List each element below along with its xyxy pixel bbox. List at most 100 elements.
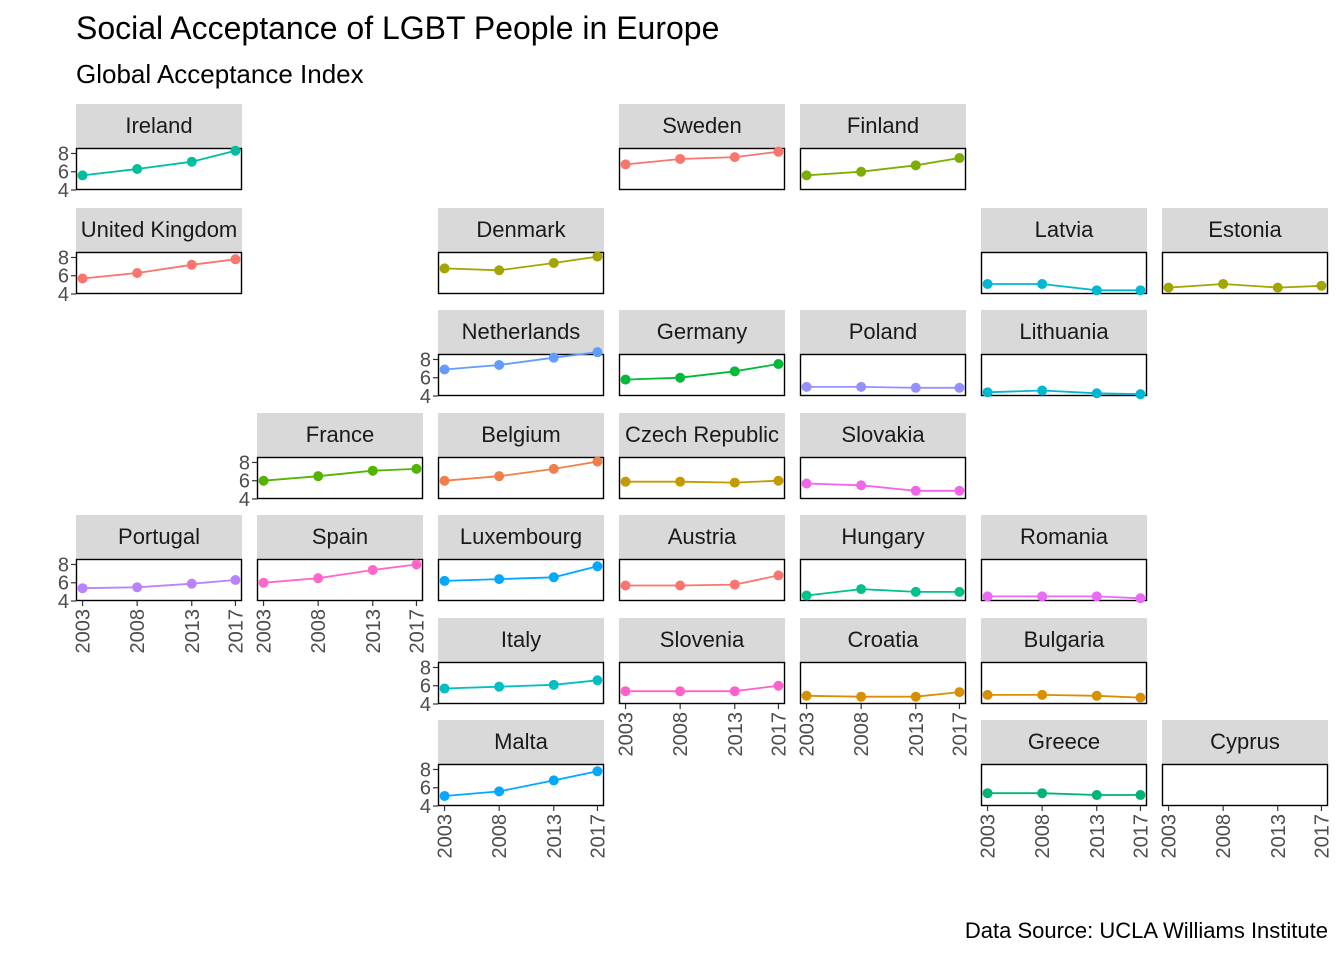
- facet-strip: [438, 310, 604, 354]
- data-point: [1091, 690, 1102, 701]
- x-tick-label: 2013: [725, 712, 747, 757]
- y-tick-label: 8: [58, 554, 69, 576]
- series-line: [444, 770, 598, 797]
- facet-strip-label: Luxembourg: [460, 524, 582, 549]
- x-tick-label: 2003: [978, 814, 1000, 859]
- facet-france: France 468: [239, 413, 424, 511]
- facet-greece: Greece 2003 2008 2013 2017: [978, 720, 1152, 859]
- series-line: [263, 468, 417, 482]
- data-point: [773, 359, 784, 370]
- data-point: [910, 691, 921, 702]
- facet-slovakia: Slovakia: [799, 413, 967, 500]
- data-point: [856, 691, 867, 702]
- facet-latvia: Latvia: [980, 208, 1148, 296]
- data-point: [548, 679, 559, 690]
- series-line: [444, 679, 598, 690]
- facet-strip-label: Germany: [657, 319, 747, 344]
- facet-strip-label: France: [306, 422, 374, 447]
- x-tick-label: 2008: [127, 609, 149, 654]
- facet-lithuania: Lithuania: [980, 310, 1148, 400]
- series-line: [987, 694, 1141, 699]
- data-point: [548, 257, 559, 268]
- y-tick-label: 4: [58, 591, 69, 613]
- facet-portugal: Portugal 468 2003 2008 2013 2017: [58, 515, 247, 654]
- y-tick-label: 8: [239, 452, 250, 474]
- data-point: [1091, 591, 1102, 602]
- x-tick-label: 2013: [363, 609, 385, 654]
- facet-italy: Italy 468: [420, 618, 605, 716]
- data-point: [1316, 280, 1327, 291]
- data-point: [439, 575, 450, 586]
- data-point: [439, 364, 450, 375]
- data-point: [620, 374, 631, 385]
- facet-strip: [76, 104, 242, 148]
- facet-strip-label: Austria: [668, 524, 737, 549]
- facet-strip: [76, 208, 242, 252]
- facet-strip-label: Italy: [501, 627, 541, 652]
- x-tick-label: 2017: [225, 609, 247, 654]
- data-point: [954, 586, 965, 597]
- facet-strip: [438, 720, 604, 764]
- data-point: [801, 478, 812, 489]
- facet-slovenia: Slovenia 2003 2008 2013 2017: [616, 618, 790, 757]
- facet-croatia: Croatia 2003 2008 2013 2017: [797, 618, 971, 757]
- series-line: [444, 565, 598, 582]
- facet-netherlands: Netherlands 468: [420, 310, 605, 408]
- facet-strip-label: Portugal: [118, 524, 200, 549]
- y-tick-label: 6: [58, 266, 69, 288]
- data-point: [230, 575, 241, 585]
- data-point: [1272, 282, 1283, 293]
- facet-strip: [981, 720, 1147, 764]
- facet-strip: [981, 208, 1147, 252]
- series-line: [82, 149, 236, 177]
- facet-sweden: Sweden: [618, 104, 786, 191]
- series-line: [82, 258, 236, 280]
- data-point: [411, 559, 422, 570]
- data-point: [982, 387, 993, 398]
- data-point: [910, 485, 921, 496]
- x-tick-label: 2008: [489, 814, 511, 859]
- panel-border: [799, 558, 967, 602]
- data-point: [132, 164, 143, 174]
- data-point: [1135, 389, 1146, 400]
- facet-strip-label: Denmark: [476, 217, 566, 242]
- facet-luxembourg: Luxembourg: [437, 515, 605, 602]
- data-point: [910, 382, 921, 393]
- data-point: [856, 166, 867, 177]
- facet-strip: [800, 618, 966, 662]
- facet-strip-label: Spain: [312, 524, 368, 549]
- facet-strip: [1162, 208, 1328, 252]
- y-tick-label: 4: [420, 386, 431, 408]
- panel-border: [75, 558, 243, 602]
- data-point: [313, 471, 324, 482]
- data-point: [548, 463, 559, 474]
- y-tick-label: 6: [420, 368, 431, 390]
- data-point: [1037, 689, 1048, 700]
- facet-spain: Spain 2003 2008 2013 2017: [254, 515, 428, 654]
- y-tick-label: 6: [58, 162, 69, 184]
- facet-strip: [981, 515, 1147, 559]
- facet-strip: [438, 413, 604, 457]
- facet-malta: Malta 468 2003 2008 2013 2017: [420, 720, 609, 859]
- data-point: [729, 477, 740, 488]
- facet-strip: [438, 208, 604, 252]
- facet-strip-label: Lithuania: [1019, 319, 1109, 344]
- data-point: [1037, 788, 1048, 799]
- series-line: [1168, 283, 1322, 289]
- data-point: [773, 570, 784, 581]
- facet-strip: [619, 618, 785, 662]
- facet-strip: [76, 515, 242, 559]
- facet-strip-label: Malta: [494, 729, 549, 754]
- chart-caption: Data Source: UCLA Williams Institute: [964, 918, 1328, 943]
- facet-hungary: Hungary: [799, 515, 967, 602]
- data-point: [494, 359, 505, 370]
- y-tick-label: 6: [58, 573, 69, 595]
- data-point: [856, 584, 867, 595]
- data-point: [954, 153, 965, 164]
- data-point: [258, 577, 269, 588]
- data-point: [773, 146, 784, 157]
- data-point: [1135, 790, 1146, 801]
- y-tick-label: 8: [420, 759, 431, 781]
- data-point: [1037, 385, 1048, 396]
